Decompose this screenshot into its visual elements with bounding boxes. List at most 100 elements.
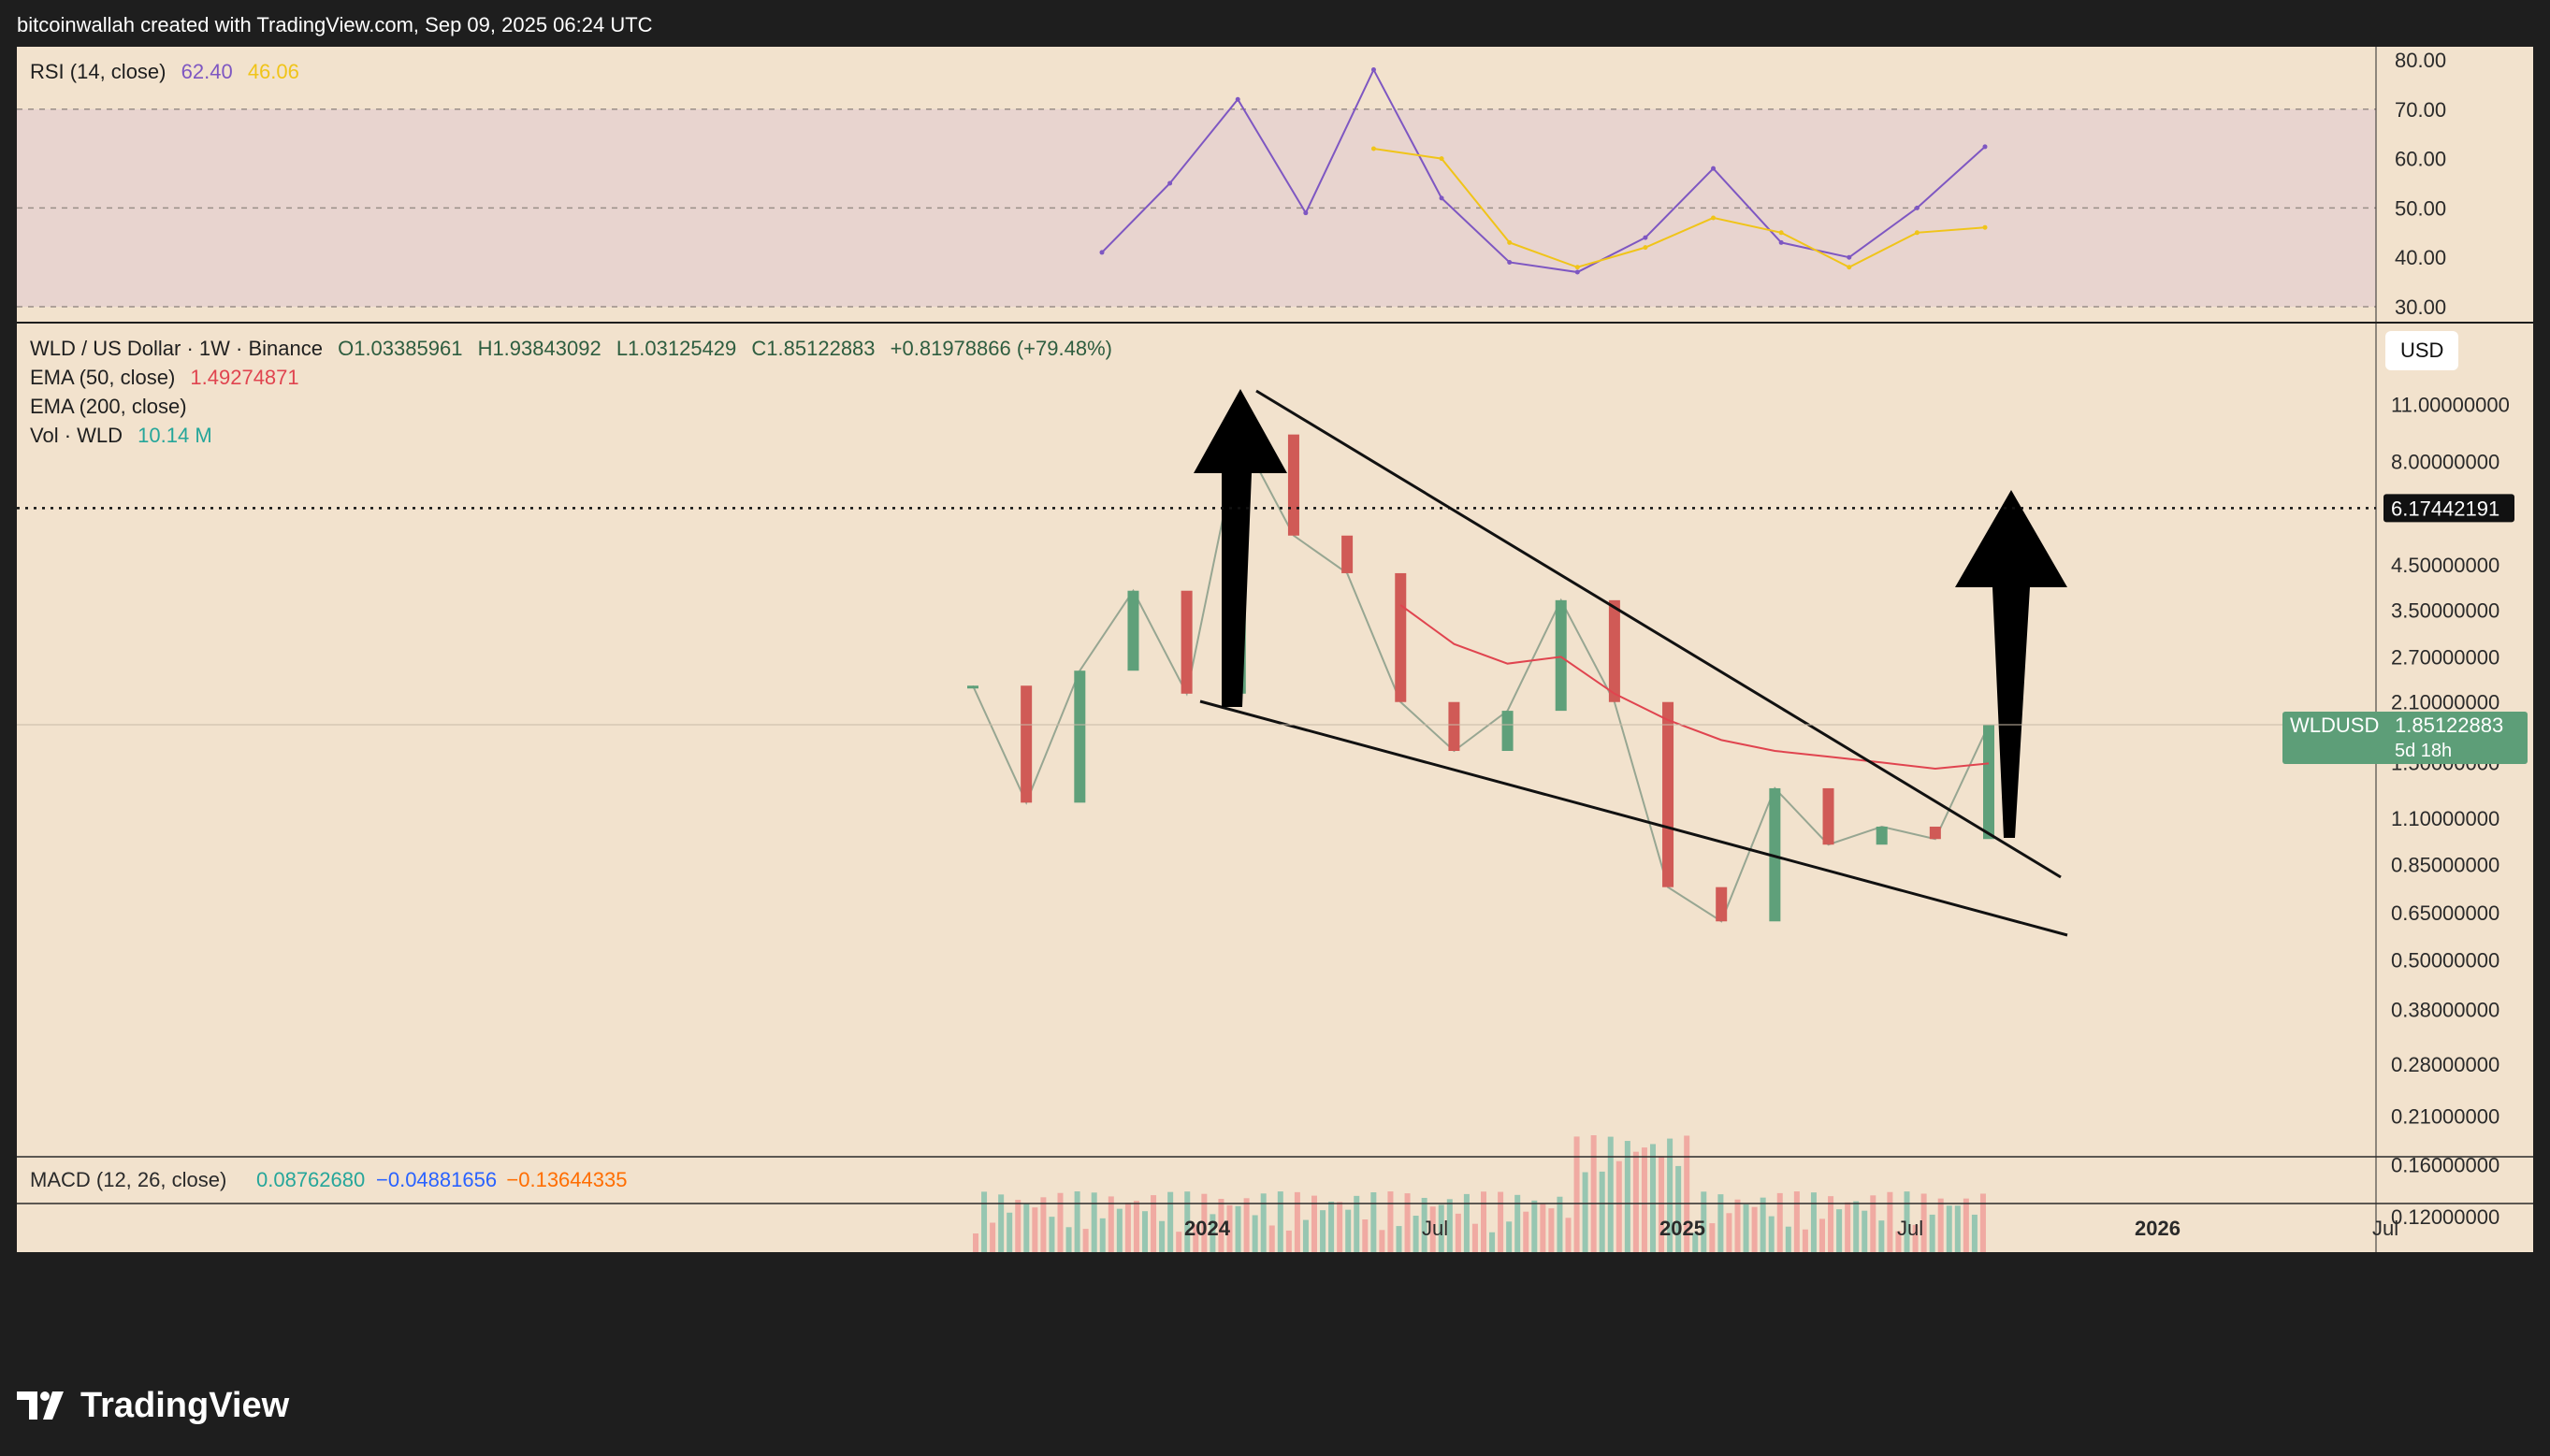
volume-bar xyxy=(1853,1201,1860,1252)
rsi-ma-point xyxy=(1507,239,1513,245)
symbol-legend: WLD / US Dollar · 1W · Binance O1.033859… xyxy=(30,337,1122,361)
time-axis-label: Jul xyxy=(2372,1217,2398,1240)
up-arrow-right xyxy=(1955,490,2067,838)
price-candle xyxy=(1769,787,1781,922)
rsi-point xyxy=(1643,235,1648,240)
price-candle xyxy=(1983,724,1994,840)
price-close-line xyxy=(972,431,1990,923)
volume-bar xyxy=(1396,1226,1402,1252)
volume-bar xyxy=(1912,1224,1919,1252)
price-axis-tick: 2.10000000 xyxy=(2391,691,2499,714)
price-candle xyxy=(1021,685,1033,803)
volume-bar xyxy=(1133,1201,1139,1252)
symbol-line: WLD / US Dollar · 1W · Binance xyxy=(30,337,323,360)
volume-bar xyxy=(1498,1191,1504,1252)
volume-bar xyxy=(998,1194,1005,1252)
volume-bar xyxy=(1929,1214,1935,1252)
rsi-panel[interactable]: 80.00 70.00 60.00 50.00 40.00 30.00 RSI (14, … xyxy=(17,47,2533,322)
rsi-label: RSI (14, close) xyxy=(30,60,167,83)
volume-bar xyxy=(1760,1197,1766,1252)
price-axis-tick: 0.65000000 xyxy=(2391,901,2499,925)
main-price-panel[interactable]: 11.00000000 8.00000000 4.50000000 3.5000000… xyxy=(17,324,2533,1252)
volume-bar xyxy=(1124,1203,1131,1252)
price-candle xyxy=(1716,887,1728,922)
volume-bar xyxy=(1294,1191,1300,1252)
rsi-point xyxy=(1099,250,1105,255)
rsi-point xyxy=(1778,239,1784,245)
volume-bar xyxy=(1540,1203,1546,1252)
volume-bar xyxy=(1328,1201,1335,1252)
time-axis-label: 2025 xyxy=(1659,1217,1705,1240)
tradingview-logo: TradingView xyxy=(17,1382,289,1429)
volume-bar xyxy=(1184,1191,1191,1252)
volume-bar xyxy=(1548,1208,1555,1252)
volume-bar xyxy=(1768,1216,1775,1252)
change-value: +0.81978866 (+79.48%) xyxy=(890,337,1112,360)
volume-bar xyxy=(1828,1196,1834,1252)
volume-bar xyxy=(1438,1204,1444,1252)
volume-bar xyxy=(1218,1198,1224,1252)
price-candle xyxy=(1074,670,1086,803)
rsi-ma-point xyxy=(1439,156,1444,162)
ema200-label: EMA (200, close) xyxy=(30,395,187,418)
macd-value: −0.04881656 xyxy=(376,1168,497,1191)
macd-legend: MACD (12, 26, close) 0.08762680 −0.0488165… xyxy=(30,1168,627,1191)
price-axis-tick: 8.00000000 xyxy=(2391,451,2499,474)
volume-bar xyxy=(981,1191,988,1252)
close-value: C1.85122883 xyxy=(751,337,876,360)
high-value: H1.93843092 xyxy=(477,337,601,360)
volume-bar xyxy=(1421,1197,1427,1252)
volume-bar xyxy=(1717,1194,1724,1252)
price-candle xyxy=(1876,826,1888,845)
chart-credit: bitcoinwallah created with TradingView.c… xyxy=(17,13,653,36)
price-candle xyxy=(1822,787,1834,845)
ema200-legend: EMA (200, close) xyxy=(30,395,196,419)
volume-bar xyxy=(1895,1231,1902,1252)
time-axis-label: Jul xyxy=(1422,1217,1448,1240)
volume-bar xyxy=(1684,1135,1690,1252)
volume-bar xyxy=(1320,1210,1326,1252)
ema50-value: 1.49274871 xyxy=(190,366,299,389)
rsi-line xyxy=(1101,67,1986,274)
rsi-ma-point xyxy=(1847,265,1852,270)
volume-bar xyxy=(1489,1232,1496,1252)
volume-bar xyxy=(1260,1193,1267,1252)
rsi-point xyxy=(1370,67,1376,73)
volume-bar xyxy=(1963,1198,1969,1252)
volume-bar xyxy=(1091,1192,1097,1252)
volume-bar xyxy=(1862,1210,1868,1252)
volume-bar xyxy=(1159,1220,1166,1252)
volume-bar xyxy=(1675,1165,1682,1252)
currency-button[interactable]: USD xyxy=(2385,331,2459,370)
volume-bar xyxy=(1285,1230,1292,1252)
rsi-axis-tick: 80.00 xyxy=(2395,49,2446,72)
volume-bar xyxy=(1624,1141,1630,1252)
volume-bar xyxy=(1116,1208,1123,1252)
volume-bar xyxy=(1057,1192,1064,1252)
rsi-axis-tick: 30.00 xyxy=(2395,296,2446,319)
volume-bar xyxy=(1268,1225,1275,1252)
price-tag-countdown: 5d 18h xyxy=(2395,741,2452,761)
rsi-ma-point xyxy=(1778,230,1784,236)
volume-bar xyxy=(1065,1227,1072,1252)
rsi-axis-tick: 60.00 xyxy=(2395,148,2446,171)
time-axis-label: Jul xyxy=(1897,1217,1923,1240)
macd-value: −0.13644335 xyxy=(506,1168,627,1191)
volume-bar xyxy=(1387,1191,1394,1252)
volume-label: Vol · WLD xyxy=(30,424,123,447)
volume-bar xyxy=(990,1222,996,1252)
volume-bar xyxy=(1937,1198,1944,1252)
volume-bar xyxy=(1040,1197,1047,1252)
rsi-ma-point xyxy=(1982,224,1988,230)
volume-bar xyxy=(1514,1194,1521,1252)
volume-bar xyxy=(1243,1198,1250,1252)
volume-bar xyxy=(1345,1209,1352,1252)
volume-bar xyxy=(1429,1206,1436,1252)
rsi-point xyxy=(1574,269,1580,275)
volume-bar xyxy=(1836,1209,1843,1252)
level-tag-bg xyxy=(2383,494,2514,523)
price-candle xyxy=(1501,711,1514,752)
price-axis-tick: 4.50000000 xyxy=(2391,554,2499,577)
volume-bar xyxy=(1354,1195,1360,1252)
volume-bar xyxy=(1615,1160,1622,1252)
